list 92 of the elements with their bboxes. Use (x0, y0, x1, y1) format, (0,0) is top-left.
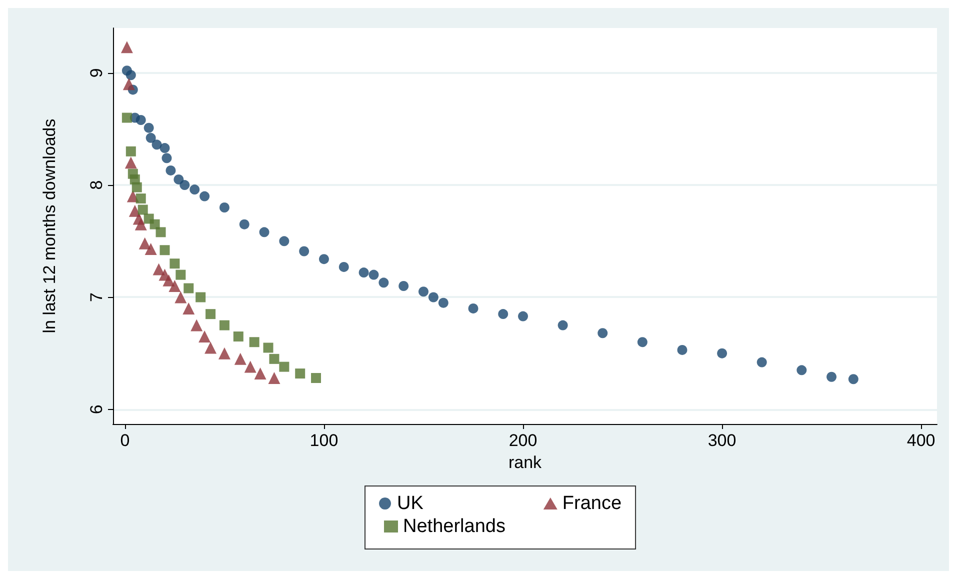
legend-label: UK (397, 493, 424, 514)
point (558, 320, 568, 330)
y-tick-label: 6 (87, 404, 106, 414)
point (218, 347, 230, 360)
point (190, 184, 200, 195)
point (126, 70, 136, 80)
point (138, 204, 148, 215)
point (174, 174, 184, 184)
point (418, 286, 428, 297)
point (120, 41, 133, 54)
y-tick-label: 8 (87, 180, 106, 190)
point (144, 242, 157, 255)
point (378, 278, 389, 288)
point (136, 114, 146, 125)
point (717, 348, 728, 358)
point (200, 191, 210, 202)
point (134, 218, 147, 230)
point (239, 219, 250, 230)
point (398, 281, 409, 292)
point (182, 302, 195, 314)
point (254, 368, 266, 380)
point (233, 332, 244, 342)
point (244, 360, 256, 373)
point (204, 342, 217, 354)
point (234, 352, 246, 365)
point (498, 309, 508, 320)
point (677, 344, 688, 355)
point (796, 365, 807, 376)
point (263, 342, 274, 353)
point (219, 320, 230, 330)
point (138, 237, 151, 250)
y-tick-label: 7 (87, 292, 106, 302)
point (162, 153, 172, 164)
point (279, 236, 290, 246)
point (150, 219, 160, 230)
point (152, 263, 165, 276)
point (196, 292, 206, 302)
x-tick-label: 300 (708, 431, 736, 450)
point (268, 372, 280, 384)
point (170, 258, 180, 269)
point (338, 262, 349, 272)
point (176, 270, 186, 280)
point (122, 112, 132, 123)
point (190, 319, 203, 332)
point (136, 194, 146, 204)
point (180, 180, 190, 190)
point (637, 337, 648, 348)
point (124, 156, 137, 169)
point (318, 254, 329, 264)
point (156, 227, 166, 238)
point (299, 246, 310, 256)
point (146, 132, 156, 143)
point (144, 122, 154, 133)
point (168, 280, 181, 292)
point (206, 309, 216, 320)
x-tick-label: 0 (120, 431, 130, 450)
point (219, 202, 230, 212)
point (184, 283, 194, 294)
point (160, 143, 170, 154)
point (468, 303, 478, 314)
point (428, 292, 438, 302)
legend-label: France (562, 493, 622, 514)
point (279, 362, 290, 372)
point (438, 298, 448, 308)
point (122, 78, 135, 90)
y-axis-title: ln last 12 months downloads (40, 118, 59, 334)
point (269, 354, 280, 364)
point (311, 373, 322, 384)
point (368, 270, 379, 280)
point (126, 146, 136, 156)
y-tick-label: 9 (87, 68, 106, 78)
point (152, 140, 162, 150)
point (160, 245, 170, 256)
point (259, 227, 270, 238)
point (358, 268, 369, 278)
x-tick-label: 400 (906, 431, 936, 450)
point (132, 182, 142, 192)
x-axis-title: rank (508, 453, 542, 472)
point (198, 330, 211, 342)
point (826, 372, 837, 382)
point (756, 357, 767, 368)
x-tick-label: 200 (508, 431, 538, 450)
point (518, 311, 528, 322)
point (166, 165, 176, 176)
point (249, 337, 260, 348)
point (174, 291, 187, 304)
legend-label: Netherlands (403, 516, 506, 537)
point (162, 274, 175, 286)
x-tick-label: 100 (310, 431, 338, 450)
point (598, 328, 608, 338)
point (295, 368, 306, 379)
point (848, 374, 858, 384)
